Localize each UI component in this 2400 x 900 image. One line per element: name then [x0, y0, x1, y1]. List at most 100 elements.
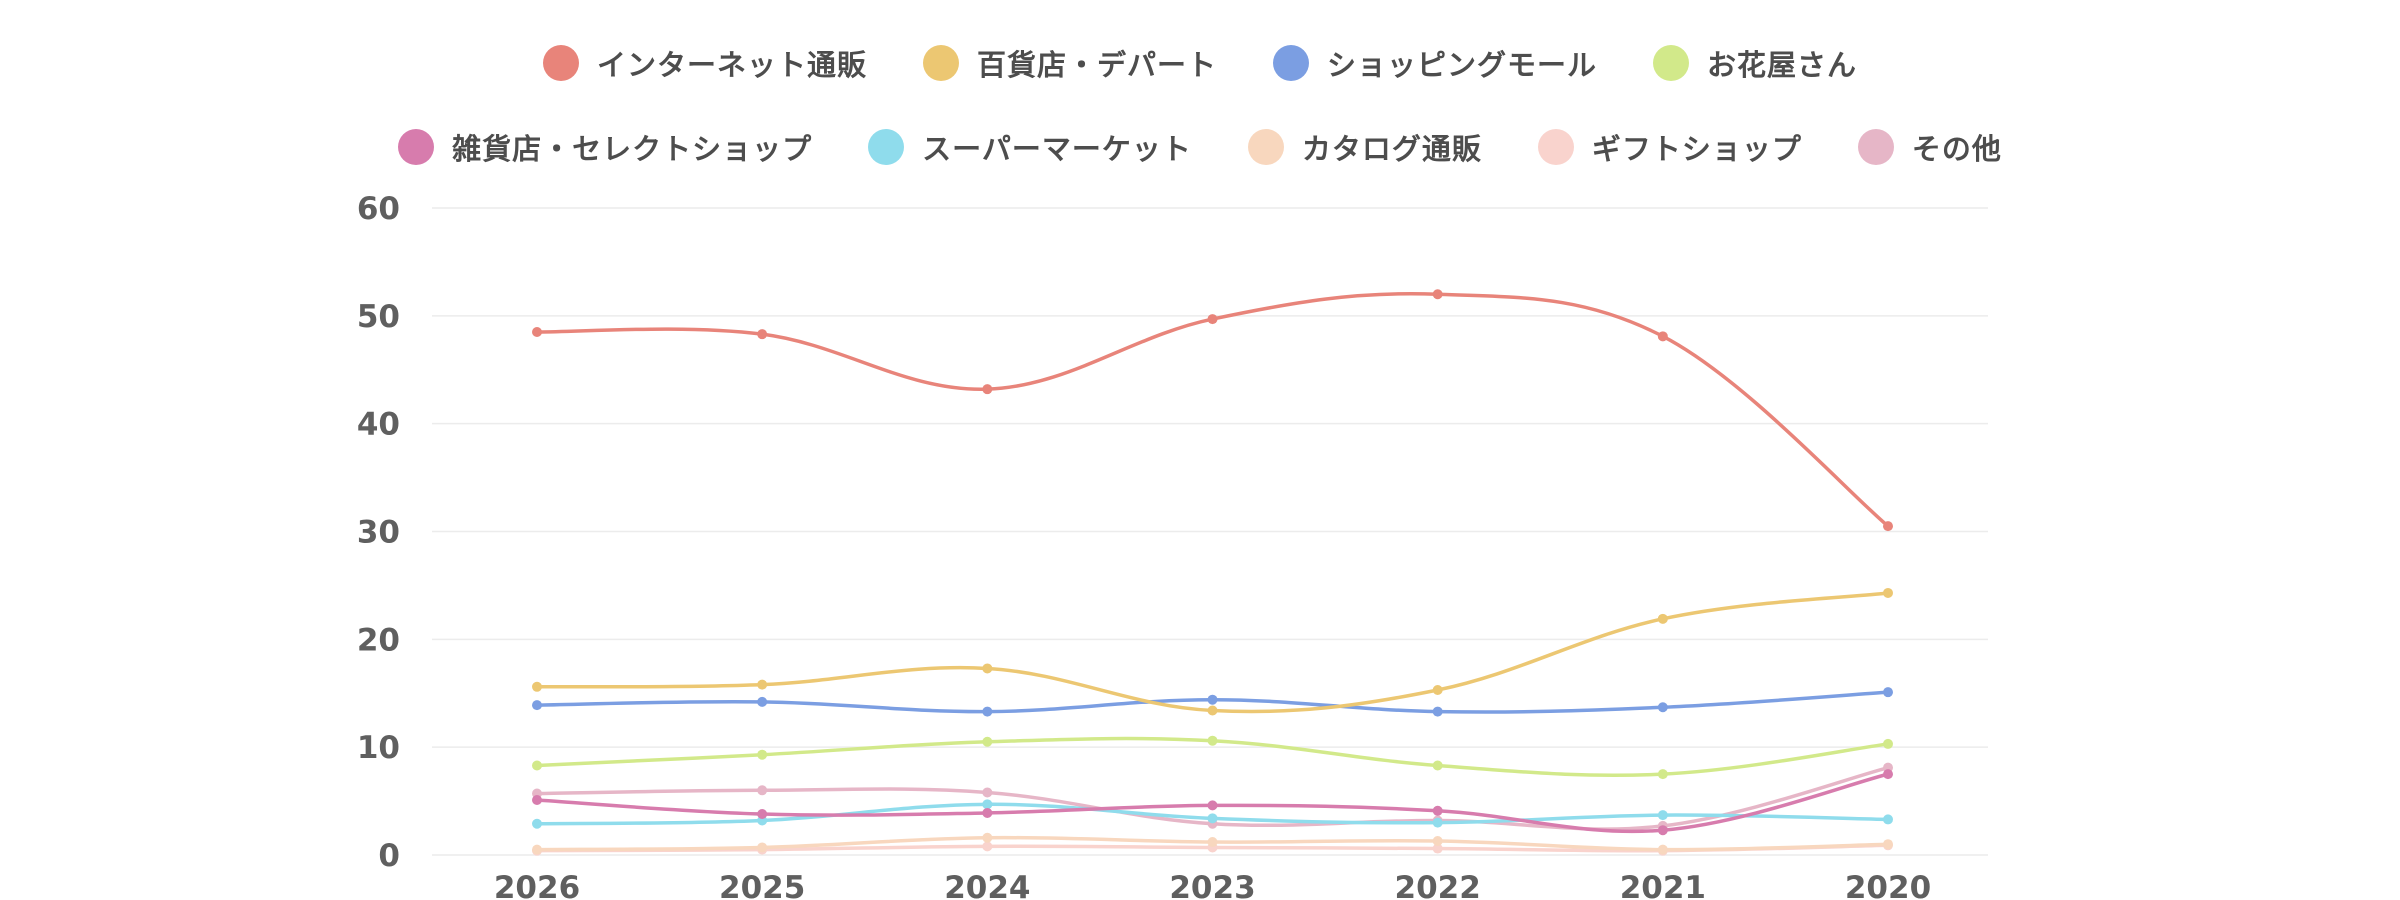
- legend-label: 雑貨店・セレクトショップ: [452, 132, 813, 166]
- legend-label: お花屋さん: [1707, 48, 1858, 82]
- series-line-0[interactable]: [535, 291, 1890, 528]
- x-tick-label: 2020: [1845, 870, 1931, 900]
- legend-dot-icon: [1247, 129, 1284, 165]
- y-tick-label: 60: [357, 191, 400, 227]
- y-tick-label: 0: [378, 838, 400, 874]
- data-point-5-6[interactable]: [1883, 814, 1893, 825]
- data-point-4-3[interactable]: [1207, 800, 1218, 811]
- legend-label: インターネット通販: [596, 48, 867, 82]
- data-point-0-2[interactable]: [982, 384, 993, 395]
- data-point-3-2[interactable]: [982, 736, 993, 747]
- data-point-4-5[interactable]: [1657, 825, 1668, 836]
- data-point-4-4[interactable]: [1432, 805, 1443, 816]
- series-points: [532, 289, 1893, 856]
- legend-item-gift-shop[interactable]: ギフトショップ: [1537, 126, 1802, 168]
- data-point-1-6[interactable]: [1883, 587, 1893, 598]
- legend-label: その他: [1911, 132, 2002, 166]
- data-point-5-3[interactable]: [1207, 813, 1218, 824]
- data-point-3-4[interactable]: [1432, 760, 1443, 771]
- data-point-0-3[interactable]: [1207, 314, 1218, 325]
- data-point-8-2[interactable]: [982, 787, 993, 798]
- legend-label: カタログ通販: [1301, 132, 1482, 166]
- y-tick-label: 50: [357, 299, 400, 335]
- data-point-7-2[interactable]: [982, 841, 993, 852]
- legend-label: ショッピングモール: [1327, 48, 1598, 82]
- data-point-0-6[interactable]: [1883, 521, 1893, 532]
- x-tick-label: 2024: [944, 870, 1030, 900]
- data-point-0-4[interactable]: [1432, 289, 1443, 300]
- x-tick-label: 2025: [719, 870, 805, 900]
- data-point-3-3[interactable]: [1207, 735, 1218, 746]
- legend-item-catalog[interactable]: カタログ通販: [1247, 126, 1482, 168]
- x-tick-label: 2026: [494, 870, 580, 900]
- legend-dot-icon: [922, 45, 959, 81]
- data-point-8-1[interactable]: [757, 785, 768, 796]
- data-point-6-5[interactable]: [1657, 844, 1668, 855]
- x-axis: 2026 2025 2024 2023 2022 2021 2020: [494, 870, 1931, 900]
- data-point-4-6[interactable]: [1883, 769, 1893, 780]
- data-point-1-3[interactable]: [1207, 705, 1218, 716]
- legend-dot-icon: [542, 45, 579, 81]
- y-tick-label: 10: [357, 730, 400, 766]
- x-tick-label: 2023: [1169, 870, 1255, 900]
- data-point-1-2[interactable]: [982, 663, 993, 674]
- data-point-5-0[interactable]: [532, 818, 542, 829]
- data-point-0-0[interactable]: [532, 327, 542, 338]
- legend-label: ギフトショップ: [1591, 132, 1802, 166]
- data-point-0-1[interactable]: [757, 329, 768, 340]
- data-point-1-1[interactable]: [757, 679, 768, 690]
- data-point-2-4[interactable]: [1432, 706, 1443, 717]
- data-point-2-1[interactable]: [757, 696, 768, 707]
- data-point-1-4[interactable]: [1432, 685, 1443, 696]
- data-point-6-2[interactable]: [982, 832, 993, 843]
- data-point-4-0[interactable]: [532, 795, 542, 806]
- data-point-1-0[interactable]: [532, 681, 542, 692]
- legend-dot-icon: [868, 129, 905, 165]
- legend-item-florist[interactable]: お花屋さん: [1653, 42, 1857, 84]
- data-point-3-1[interactable]: [757, 749, 768, 760]
- legend-dot-icon: [398, 129, 435, 165]
- x-tick-label: 2022: [1395, 870, 1481, 900]
- data-point-3-0[interactable]: [532, 760, 542, 771]
- y-axis: 0 10 20 30 40 50 60: [357, 191, 400, 874]
- data-point-3-5[interactable]: [1657, 769, 1668, 780]
- data-point-4-2[interactable]: [982, 807, 993, 818]
- data-point-6-4[interactable]: [1432, 835, 1443, 846]
- data-point-2-3[interactable]: [1207, 694, 1218, 705]
- legend-item-supermarket[interactable]: スーパーマーケット: [868, 126, 1192, 168]
- x-tick-label: 2021: [1620, 870, 1706, 900]
- data-point-6-1[interactable]: [757, 842, 768, 853]
- legend-item-other[interactable]: その他: [1857, 126, 2002, 168]
- data-point-2-0[interactable]: [532, 700, 542, 711]
- legend-dot-icon: [1653, 45, 1690, 81]
- data-point-2-6[interactable]: [1883, 687, 1893, 698]
- data-point-5-4[interactable]: [1432, 817, 1443, 828]
- legend-row-1: インターネット通販 百貨店・デパート ショッピングモール お花屋さん: [0, 42, 2400, 84]
- data-point-1-5[interactable]: [1657, 613, 1668, 624]
- data-point-6-0[interactable]: [532, 844, 542, 855]
- data-point-0-5[interactable]: [1657, 331, 1668, 342]
- data-point-2-2[interactable]: [982, 706, 993, 717]
- data-point-2-5[interactable]: [1657, 702, 1668, 713]
- y-tick-label: 40: [357, 407, 400, 443]
- legend-label: 百貨店・デパート: [976, 48, 1217, 82]
- y-tick-label: 20: [357, 622, 400, 658]
- legend-dot-icon: [1537, 129, 1574, 165]
- legend-item-department-store[interactable]: 百貨店・デパート: [922, 42, 1217, 84]
- data-point-4-1[interactable]: [757, 809, 768, 820]
- data-point-3-6[interactable]: [1883, 738, 1893, 749]
- legend-item-select-shop[interactable]: 雑貨店・セレクトショップ: [398, 126, 812, 168]
- data-point-5-2[interactable]: [982, 799, 993, 810]
- legend-row-2: 雑貨店・セレクトショップ スーパーマーケット カタログ通販 ギフトショップ その…: [0, 126, 2400, 168]
- data-point-7-4[interactable]: [1432, 843, 1443, 854]
- legend-item-shopping-mall[interactable]: ショッピングモール: [1273, 42, 1597, 84]
- series-line-1[interactable]: [535, 591, 1890, 714]
- series-lines: [535, 291, 1890, 853]
- data-point-6-6[interactable]: [1883, 839, 1893, 850]
- legend-item-internet[interactable]: インターネット通販: [542, 42, 867, 84]
- legend-dot-icon: [1857, 129, 1894, 165]
- data-point-5-5[interactable]: [1657, 810, 1668, 821]
- y-tick-label: 30: [357, 515, 400, 551]
- data-point-6-3[interactable]: [1207, 837, 1218, 848]
